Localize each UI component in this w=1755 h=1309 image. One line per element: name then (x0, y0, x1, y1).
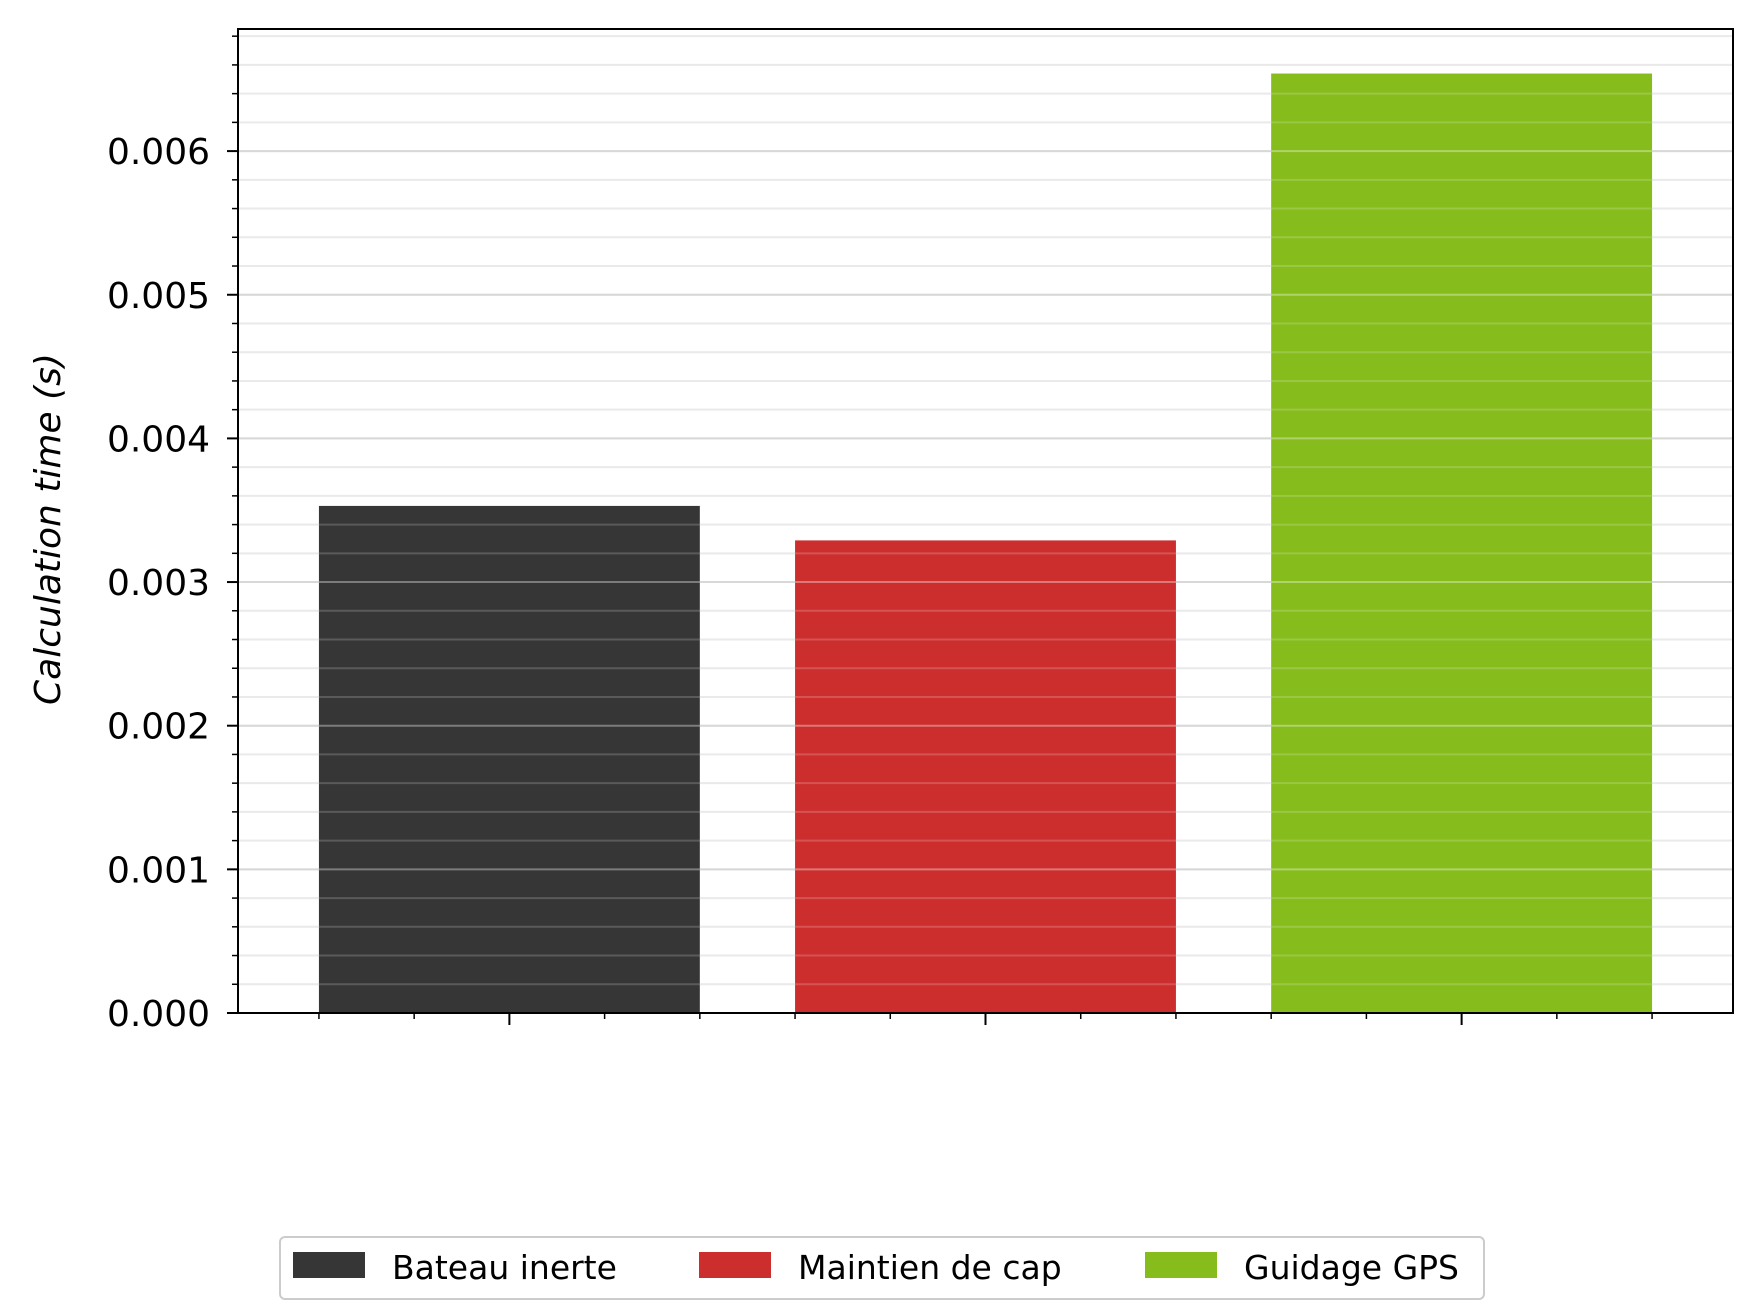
y-tick-label: 0.005 (107, 276, 210, 317)
legend-swatch-2 (1145, 1252, 1217, 1278)
legend-label-2: Guidage GPS (1244, 1248, 1459, 1287)
bar-0 (318, 505, 700, 1013)
bar-1 (795, 540, 1176, 1013)
bar-2 (1271, 73, 1653, 1014)
y-tick-label: 0.002 (107, 707, 210, 748)
legend-label-0: Bateau inerte (392, 1248, 617, 1287)
y-tick-label: 0.006 (107, 132, 210, 173)
grid-over-bars (238, 35, 1733, 986)
legend-label-1: Maintien de cap (798, 1248, 1062, 1287)
y-tick-label: 0.004 (107, 419, 210, 460)
y-axis-label: Calculation time (s) (28, 353, 69, 705)
y-tick-label: 0.003 (107, 563, 210, 604)
x-axis-ticks (318, 1013, 1653, 1025)
y-tick-label: 0.000 (107, 994, 210, 1035)
y-axis-ticks: 0.000 0.001 0.002 0.003 0.004 0.005 0.006 (107, 35, 238, 1035)
legend-swatch-0 (293, 1252, 365, 1278)
bars-group (318, 73, 1653, 1014)
y-tick-label: 0.001 (107, 850, 210, 891)
legend: Bateau inerte Maintien de cap Guidage GPS (279, 1236, 1485, 1300)
legend-swatch-1 (699, 1252, 771, 1278)
